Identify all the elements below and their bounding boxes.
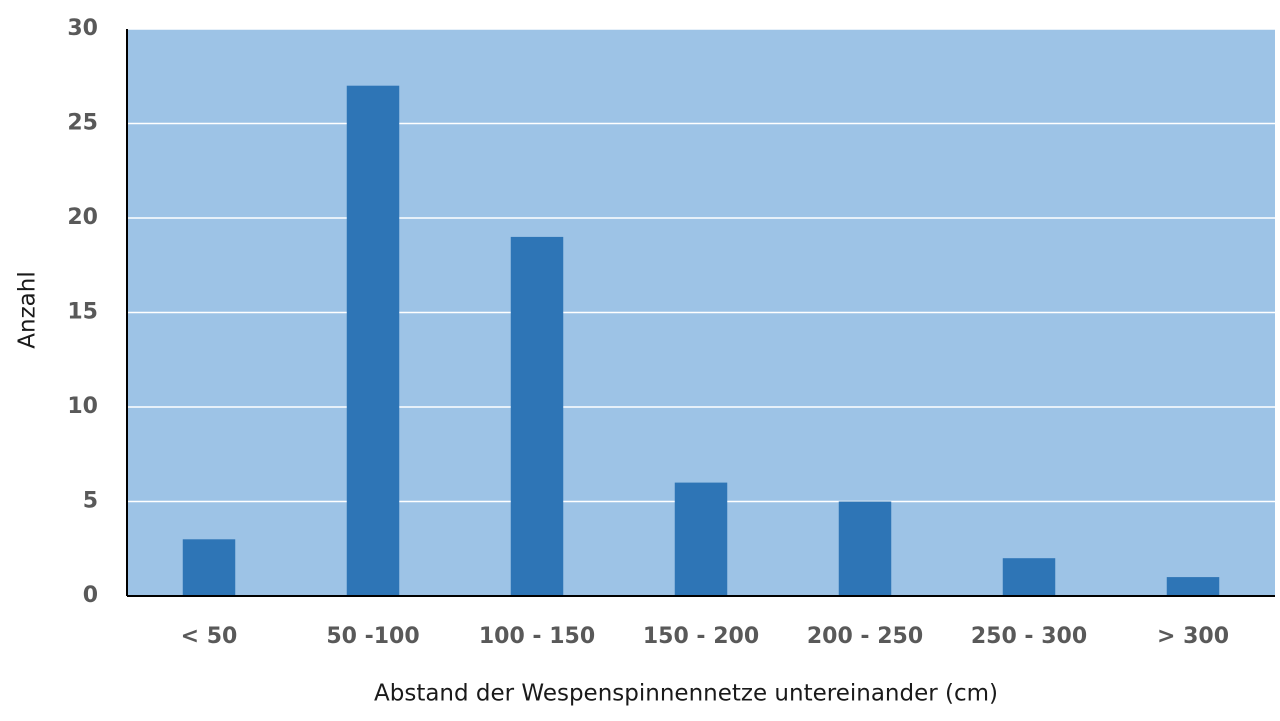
y-tick-label: 0 [83, 583, 98, 608]
x-axis-title: Abstand der Wespenspinnennetze untereina… [374, 681, 998, 707]
x-tick-label: 50 -100 [326, 624, 419, 649]
x-tick-label: 200 - 250 [807, 624, 923, 649]
bar [510, 236, 564, 596]
y-tick-label: 30 [67, 16, 98, 41]
y-tick-label: 15 [67, 300, 98, 325]
y-tick-label: 10 [67, 394, 98, 419]
bar [1166, 577, 1220, 596]
bar [1002, 558, 1056, 596]
x-tick-label: 150 - 200 [643, 624, 759, 649]
x-tick-label: 250 - 300 [971, 624, 1087, 649]
y-tick-label: 5 [83, 489, 98, 514]
bar [182, 539, 236, 596]
x-tick-label: > 300 [1157, 624, 1229, 649]
bar [674, 482, 728, 596]
bar [346, 85, 400, 596]
bar [838, 501, 892, 596]
y-tick-label: 20 [67, 205, 98, 230]
y-axis-title: Anzahl [15, 271, 41, 348]
x-tick-label: 100 - 150 [479, 624, 595, 649]
x-tick-label: < 50 [181, 624, 238, 649]
y-tick-label: 25 [67, 111, 98, 136]
